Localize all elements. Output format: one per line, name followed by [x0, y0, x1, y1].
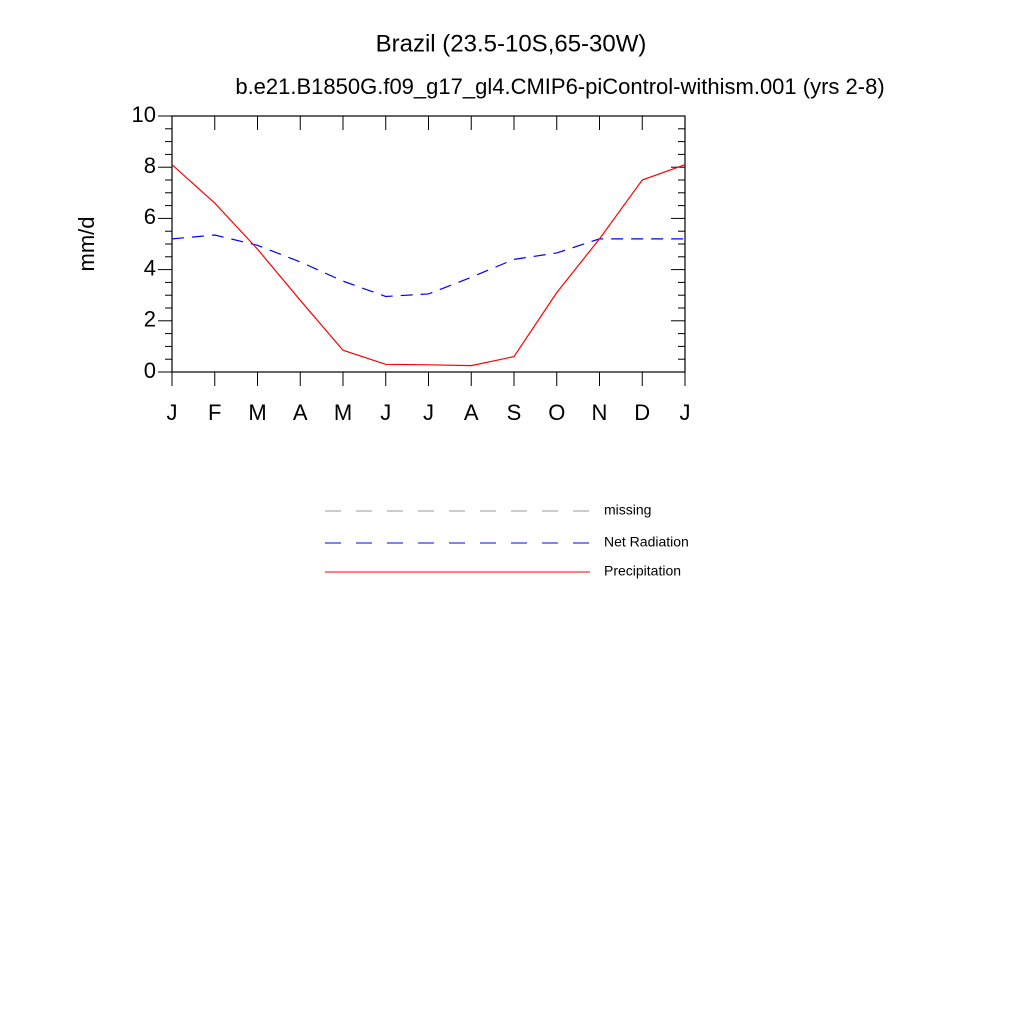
- y-tick-label: 2: [144, 307, 156, 332]
- x-tick-label: J: [167, 400, 178, 425]
- y-tick-label: 6: [144, 204, 156, 229]
- series-line: [171, 234, 685, 298]
- y-tick-label: 10: [132, 102, 156, 127]
- x-tick-label: J: [680, 400, 691, 425]
- legend-label: missing: [604, 502, 651, 518]
- x-tick-label: J: [380, 400, 391, 425]
- x-tick-label: D: [634, 400, 650, 425]
- x-tick-label: O: [548, 400, 565, 425]
- y-axis-label: mm/d: [74, 217, 99, 272]
- x-tick-label: M: [248, 400, 266, 425]
- y-tick-label: 8: [144, 153, 156, 178]
- x-tick-label: A: [293, 400, 308, 425]
- x-tick-label: F: [208, 400, 221, 425]
- x-tick-label: J: [423, 400, 434, 425]
- x-tick-label: A: [464, 400, 479, 425]
- plot-frame: [171, 115, 686, 373]
- x-tick-label: S: [507, 400, 522, 425]
- chart-subtitle: b.e21.B1850G.f09_g17_gl4.CMIP6-piControl…: [235, 74, 884, 99]
- y-tick-label: 0: [144, 358, 156, 383]
- series-line: [171, 164, 686, 367]
- x-tick-label: M: [334, 400, 352, 425]
- legend-label: Precipitation: [604, 563, 681, 579]
- y-tick-label: 4: [144, 255, 156, 280]
- legend-label: Net Radiation: [604, 534, 689, 550]
- x-tick-label: N: [592, 400, 608, 425]
- chart-title: Brazil (23.5-10S,65-30W): [376, 30, 647, 57]
